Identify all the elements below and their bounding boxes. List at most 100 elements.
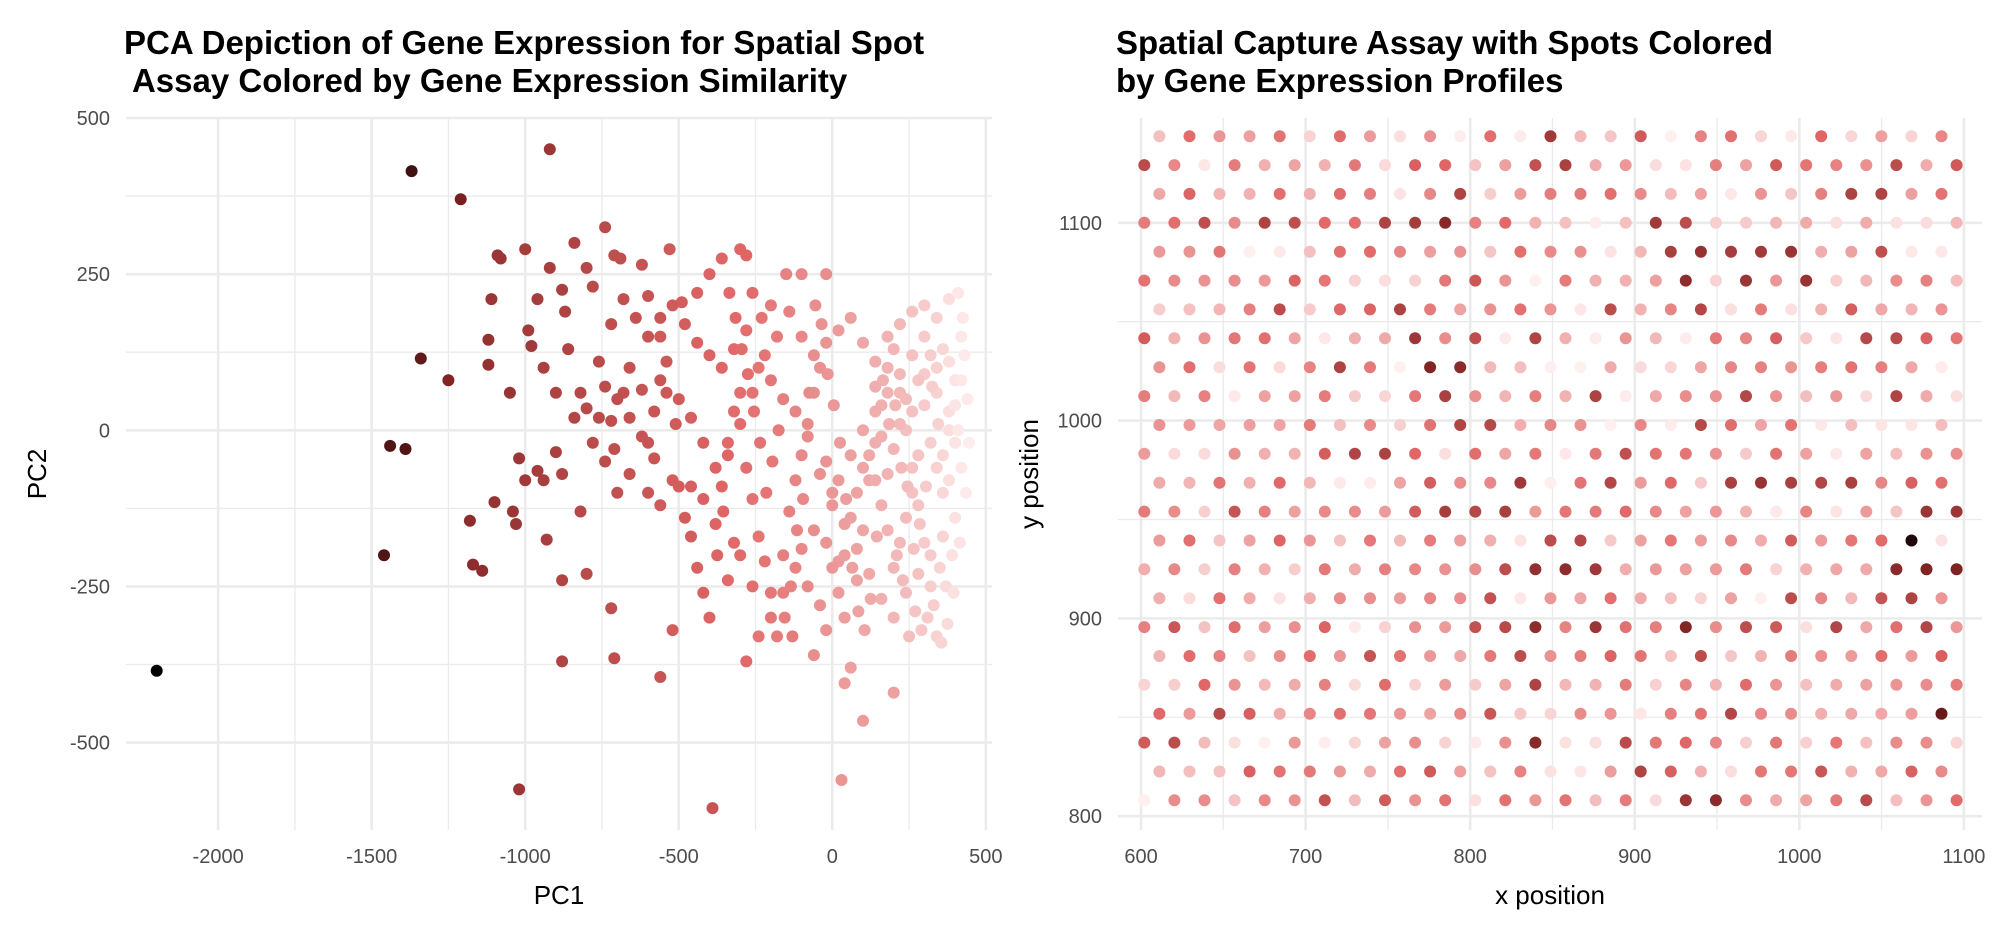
spatial-point bbox=[1725, 650, 1737, 662]
spatial-point bbox=[1273, 534, 1286, 547]
pca-point bbox=[936, 486, 949, 499]
spatial-point bbox=[1288, 159, 1301, 172]
spatial-point bbox=[1168, 447, 1181, 460]
spatial-point bbox=[1559, 274, 1572, 287]
pca-point bbox=[941, 617, 954, 630]
spatial-point bbox=[1800, 736, 1813, 749]
pca-point bbox=[642, 330, 655, 343]
pca-point bbox=[949, 399, 962, 412]
spatial-point bbox=[1905, 476, 1918, 489]
spatial-point bbox=[1153, 187, 1166, 200]
spatial-point bbox=[1649, 678, 1662, 691]
spatial-point bbox=[1589, 274, 1602, 287]
pca-point bbox=[574, 505, 587, 518]
pca-point bbox=[522, 324, 535, 337]
pca-point bbox=[832, 586, 845, 599]
pca-point bbox=[599, 380, 612, 393]
pca-point bbox=[838, 611, 851, 624]
spatial-point bbox=[1394, 419, 1406, 431]
pca-point bbox=[654, 671, 667, 683]
spatial-point bbox=[1153, 707, 1166, 720]
spatial-point bbox=[1694, 361, 1707, 374]
spatial-point bbox=[1920, 274, 1933, 287]
pca-point bbox=[623, 361, 636, 374]
spatial-point bbox=[1394, 303, 1406, 316]
spatial-point bbox=[1364, 476, 1376, 489]
pca-point bbox=[703, 611, 716, 624]
spatial-point bbox=[1800, 505, 1813, 518]
pca-point bbox=[791, 524, 803, 537]
spatial-point bbox=[1649, 505, 1662, 518]
spatial-point bbox=[1409, 621, 1422, 634]
spatial-point bbox=[1228, 794, 1241, 807]
pca-point bbox=[605, 318, 618, 331]
spatial-point bbox=[1589, 390, 1602, 403]
pca-point bbox=[807, 524, 820, 537]
pca-point bbox=[943, 424, 955, 437]
pca-point bbox=[887, 343, 900, 356]
spatial-point bbox=[1845, 187, 1858, 200]
pca-y-tick-label: -250 bbox=[70, 576, 110, 598]
spatial-point bbox=[1559, 563, 1572, 576]
pca-point bbox=[946, 549, 959, 562]
spatial-point bbox=[1589, 159, 1602, 172]
spatial-point bbox=[1469, 159, 1482, 172]
pca-point bbox=[384, 439, 397, 452]
spatial-point bbox=[1183, 130, 1196, 143]
pca-point bbox=[611, 486, 624, 499]
spatial-point bbox=[1800, 332, 1813, 345]
spatial-point bbox=[1213, 592, 1226, 605]
spatial-point bbox=[1168, 159, 1181, 172]
pca-point bbox=[663, 243, 676, 256]
pca-point bbox=[482, 358, 495, 371]
spatial-point bbox=[1604, 303, 1617, 316]
spatial-point bbox=[1394, 245, 1406, 258]
pca-point bbox=[623, 411, 636, 424]
pca-point bbox=[635, 430, 648, 443]
pca-point bbox=[918, 536, 931, 549]
spatial-point bbox=[1725, 361, 1737, 374]
spatial-point bbox=[1183, 707, 1196, 720]
spatial-point bbox=[1168, 216, 1181, 229]
spatial-point bbox=[1394, 534, 1406, 547]
spatial-point bbox=[1800, 563, 1813, 576]
spatial-point bbox=[1514, 592, 1527, 605]
spatial-point bbox=[1935, 534, 1948, 547]
pca-point bbox=[906, 349, 919, 362]
spatial-point bbox=[1544, 419, 1557, 431]
spatial-point bbox=[1544, 130, 1557, 143]
spatial-point bbox=[1454, 187, 1467, 200]
spatial-point bbox=[1694, 650, 1707, 662]
spatial-point bbox=[1589, 216, 1602, 229]
spatial-point bbox=[1198, 736, 1211, 749]
pca-point bbox=[740, 655, 753, 668]
pca-point bbox=[887, 443, 900, 455]
spatial-point bbox=[1288, 447, 1301, 460]
spatial-point bbox=[1890, 794, 1903, 807]
spatial-point bbox=[1333, 592, 1346, 605]
spatial-point bbox=[1379, 794, 1391, 807]
pca-point bbox=[930, 361, 943, 374]
spatial-point bbox=[1634, 130, 1647, 143]
spatial-point bbox=[1379, 678, 1391, 691]
spatial-point bbox=[1725, 303, 1737, 316]
spatial-point bbox=[1770, 447, 1783, 460]
pca-point bbox=[755, 311, 768, 324]
pca-point bbox=[764, 611, 777, 624]
pca-point bbox=[881, 468, 894, 480]
spatial-point bbox=[1649, 390, 1662, 403]
spatial-point bbox=[1318, 390, 1331, 403]
spatial-point bbox=[1303, 534, 1316, 547]
spatial-point bbox=[1258, 794, 1271, 807]
pca-point bbox=[734, 549, 747, 562]
pca-point bbox=[543, 143, 556, 156]
pca-point bbox=[820, 536, 833, 549]
spatial-point bbox=[1574, 534, 1587, 547]
pca-point bbox=[654, 311, 667, 324]
spatial-point bbox=[1228, 736, 1241, 749]
spatial-point bbox=[1379, 505, 1391, 518]
spatial-point bbox=[1664, 130, 1677, 143]
pca-point bbox=[924, 349, 937, 362]
pca-point bbox=[752, 630, 765, 643]
spatial-point bbox=[1890, 274, 1903, 287]
